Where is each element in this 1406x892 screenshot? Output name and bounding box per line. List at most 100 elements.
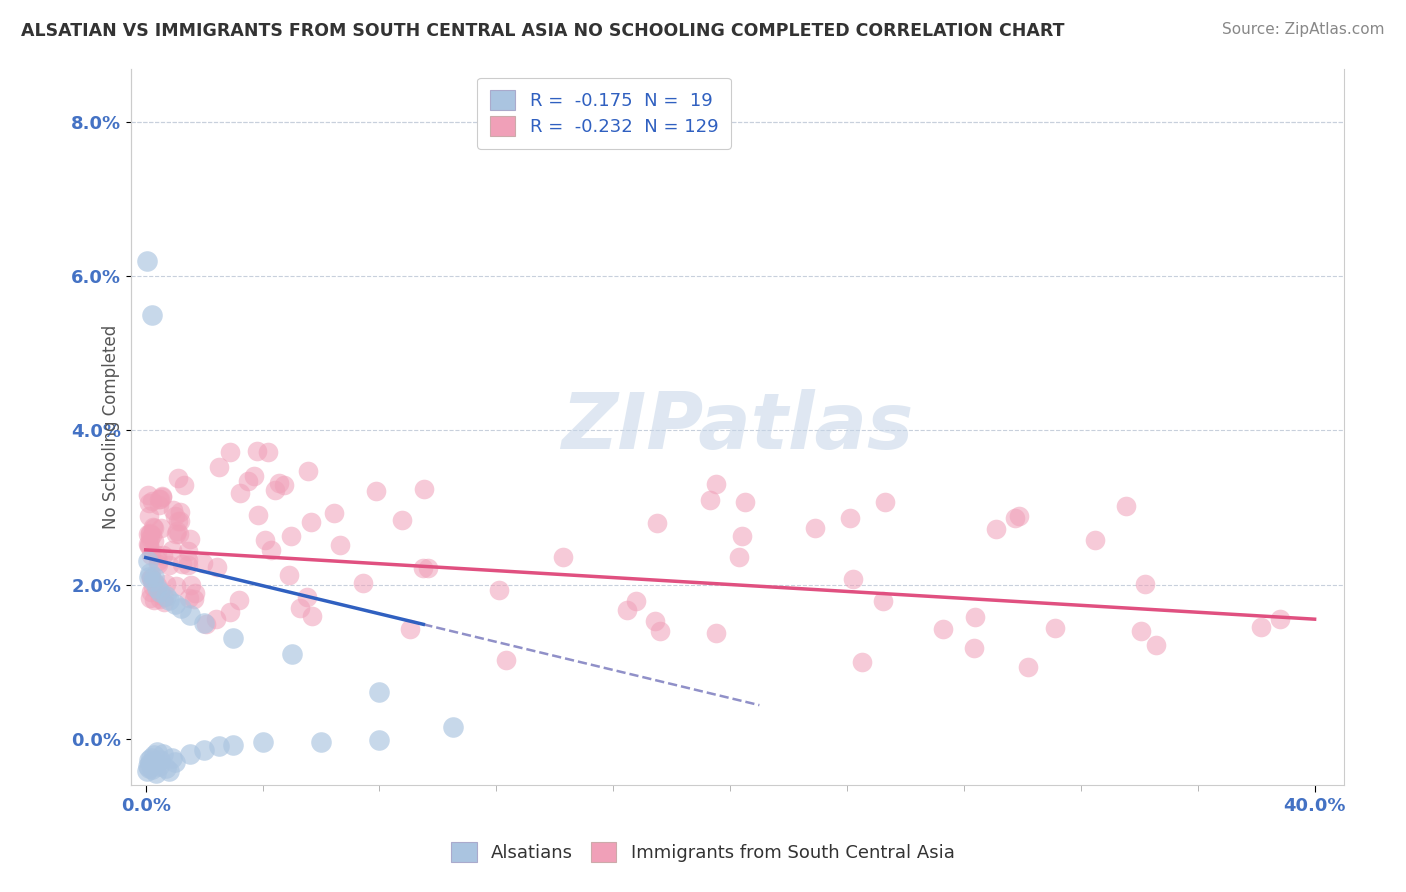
Point (163, 597, 186, 611)
Point (141, 528, 163, 542)
Point (734, 495, 756, 509)
Point (219, 606, 242, 620)
Point (162, 502, 184, 516)
Point (142, 534, 165, 549)
Point (152, 747, 174, 761)
Point (139, 566, 162, 580)
Point (368, 733, 391, 747)
Point (143, 748, 166, 763)
Point (139, 571, 162, 585)
Point (873, 495, 896, 509)
Point (418, 560, 440, 574)
Point (179, 747, 201, 761)
Point (1144, 638, 1167, 652)
Point (141, 548, 163, 562)
Point (169, 505, 191, 519)
Point (146, 554, 169, 568)
Point (167, 526, 190, 541)
Point (141, 308, 163, 322)
Point (141, 493, 163, 508)
Point (246, 444, 269, 458)
Point (143, 592, 166, 607)
Point (139, 751, 162, 765)
Legend: Alsatians, Immigrants from South Central Asia: Alsatians, Immigrants from South Central… (444, 835, 962, 870)
Point (138, 537, 160, 551)
Point (295, 590, 318, 604)
Text: ALSATIAN VS IMMIGRANTS FROM SOUTH CENTRAL ASIA NO SCHOOLING COMPLETED CORRELATIO: ALSATIAN VS IMMIGRANTS FROM SOUTH CENTRA… (21, 22, 1064, 40)
Point (309, 735, 332, 749)
Point (253, 533, 276, 547)
Point (173, 478, 195, 492)
Point (141, 585, 163, 599)
Point (157, 764, 180, 778)
Point (136, 526, 159, 541)
Point (139, 571, 162, 585)
Point (148, 758, 170, 772)
Point (364, 484, 387, 499)
Point (166, 524, 188, 538)
Point (488, 583, 510, 598)
Point (193, 743, 215, 757)
Point (706, 626, 728, 640)
Point (222, 738, 245, 752)
Point (165, 527, 187, 541)
Point (138, 527, 160, 541)
Point (163, 508, 186, 523)
Point (152, 591, 174, 605)
Point (157, 558, 180, 572)
Point (136, 488, 159, 502)
Point (273, 478, 295, 492)
Point (257, 444, 280, 458)
Point (150, 491, 173, 505)
Point (246, 508, 269, 523)
Point (986, 522, 1008, 536)
Point (153, 595, 176, 609)
Y-axis label: No Schooling Completed: No Schooling Completed (103, 325, 120, 529)
Point (1008, 508, 1031, 523)
Legend: R =  -0.175  N =  19, R =  -0.232  N = 129: R = -0.175 N = 19, R = -0.232 N = 129 (477, 78, 731, 149)
Point (218, 444, 240, 458)
Point (368, 685, 391, 699)
Point (648, 624, 671, 638)
Point (139, 591, 162, 606)
Point (149, 753, 172, 767)
Point (841, 572, 863, 586)
Point (1250, 620, 1272, 634)
Point (142, 580, 165, 594)
Point (160, 542, 183, 557)
Point (142, 574, 165, 588)
Point (155, 761, 177, 775)
Point (1115, 499, 1137, 513)
Point (297, 464, 319, 478)
Point (139, 531, 162, 545)
Point (138, 753, 160, 767)
Point (136, 554, 159, 568)
Point (138, 539, 160, 553)
Point (167, 470, 190, 484)
Point (731, 529, 754, 543)
Point (139, 525, 162, 540)
Point (322, 507, 344, 521)
Point (155, 589, 177, 603)
Point (179, 591, 201, 606)
Point (399, 622, 422, 636)
Point (1004, 511, 1026, 525)
Point (179, 532, 201, 546)
Point (143, 570, 166, 584)
Point (352, 575, 374, 590)
Point (205, 560, 228, 574)
Text: ZIPatlas: ZIPatlas (561, 389, 914, 465)
Point (260, 542, 283, 557)
Point (704, 477, 727, 491)
Point (278, 568, 301, 582)
Point (146, 578, 169, 592)
Point (252, 735, 274, 749)
Point (624, 594, 647, 608)
Point (136, 758, 159, 772)
Point (148, 558, 170, 572)
Point (172, 557, 194, 571)
Point (152, 548, 174, 562)
Point (412, 561, 434, 575)
Point (963, 641, 986, 656)
Point (146, 582, 169, 596)
